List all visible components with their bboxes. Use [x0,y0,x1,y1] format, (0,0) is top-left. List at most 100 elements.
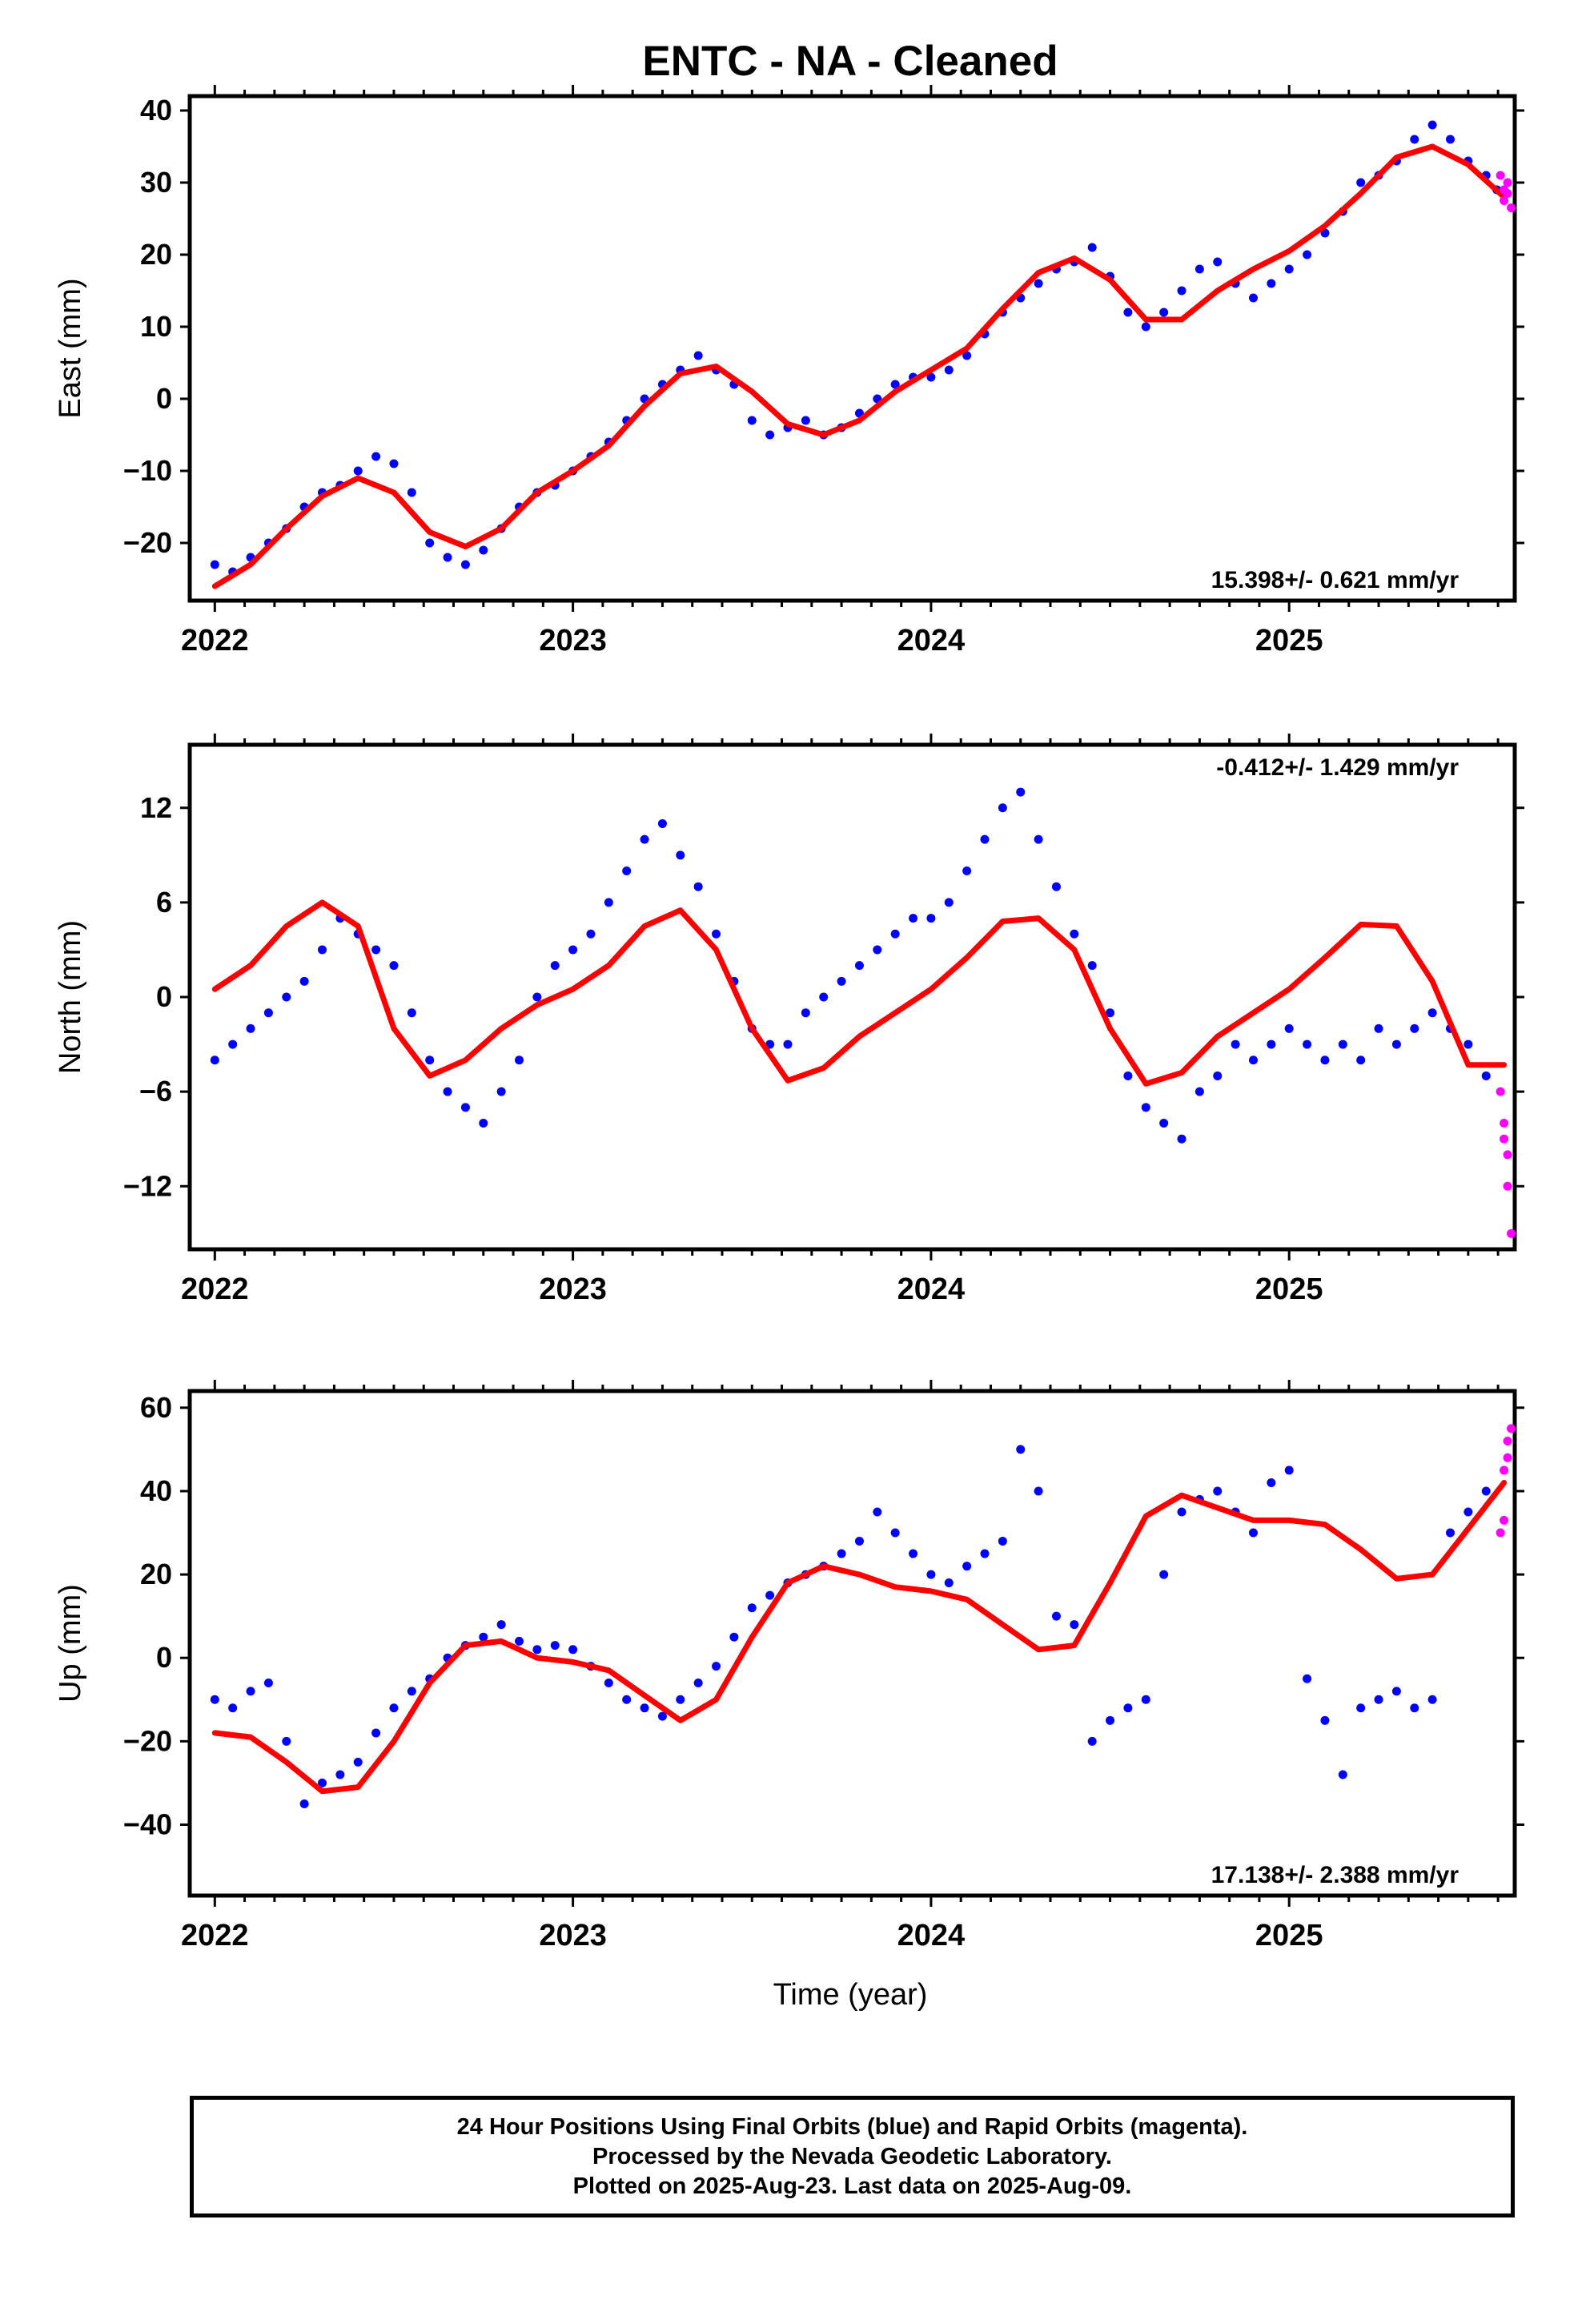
east-panel: −20 −10 0 10 20 30 40 2022 2023 2024 2025 East (mm)… [54,85,1524,657]
final-orbit-point [389,459,399,468]
final-orbit-point [1445,135,1455,144]
final-orbit-point [1320,228,1330,238]
final-orbit-point [1427,120,1437,130]
final-orbit-point [479,1632,488,1642]
final-orbit-point [854,1536,864,1546]
rapid-orbit-point [1503,178,1512,187]
final-orbit-point [515,1636,524,1646]
final-orbit-point [228,1703,238,1713]
rapid-orbit-point [1503,1453,1512,1462]
y-tick-label: 0 [156,1641,172,1674]
final-orbit-point [1034,1486,1043,1496]
y-tick-label: −12 [123,1169,172,1202]
final-orbit-point [389,1703,399,1713]
final-orbit-point [1051,1611,1061,1621]
final-orbit-point [890,929,900,939]
final-orbit-point [765,1590,775,1600]
final-orbit-point [1016,1445,1026,1454]
final-orbit-point [890,1528,900,1538]
final-orbit-point [407,1687,416,1696]
final-orbit-point [693,882,703,891]
final-orbit-point [962,866,972,875]
model-curve [211,899,1508,1087]
final-orbit-point [1087,961,1097,971]
final-orbit-point [854,961,864,971]
final-orbit-point [1356,178,1366,187]
final-orbit-point [729,1632,739,1642]
final-orbit-point [299,976,309,986]
final-orbit-point [353,1757,363,1767]
final-orbit-point [210,1055,219,1065]
y-axis-label: East (mm) [54,278,87,418]
final-orbit-point [1356,1055,1366,1065]
x-tick-label: 2024 [897,624,966,657]
final-orbit-point [568,945,578,955]
final-orbit-point [712,1662,721,1671]
y-tick-label: −40 [123,1807,172,1840]
final-orbit-point [246,1023,255,1033]
final-orbit-point [299,1799,309,1808]
final-orbit-point [1248,1528,1258,1538]
x-tick-label: 2023 [539,1919,607,1952]
rapid-orbit-point [1500,1134,1509,1144]
y-tick-label: 0 [156,980,172,1013]
x-tick-label: 2025 [1255,1919,1323,1952]
x-tick-label: 2025 [1255,624,1323,657]
y-tick-label: 20 [140,1558,172,1590]
final-orbit-point [496,1087,506,1096]
final-orbit-point [909,914,918,923]
final-orbit-point [1141,322,1150,332]
final-orbit-point [1177,1134,1186,1144]
final-orbit-point [1267,1039,1276,1049]
rate-annotation: 17.138+/- 2.388 mm/yr [1211,1862,1460,1888]
final-orbit-point [801,416,810,425]
x-tick-label: 2023 [539,1273,607,1306]
final-orbit-point [425,1055,435,1065]
final-orbit-point [622,866,632,875]
final-orbit-point [1123,308,1133,317]
y-tick-label: −20 [123,526,172,559]
final-orbit-point [443,1087,452,1096]
rate-annotation: -0.412+/- 1.429 mm/yr [1216,754,1459,781]
final-orbit-point [532,992,542,1002]
final-orbit-point [676,1695,685,1704]
final-orbit-point [1070,929,1079,939]
final-orbit-point [604,1678,613,1687]
final-orbit-point [1320,1715,1330,1725]
final-orbit-point [640,834,649,844]
final-orbit-point [1177,286,1186,296]
final-orbit-point [1410,1703,1419,1713]
final-orbit-point [1159,1570,1169,1579]
final-orbit-point [1464,1507,1473,1517]
final-orbit-point [1391,1039,1401,1049]
final-orbit-point [1141,1103,1150,1112]
final-orbit-point [1195,1087,1204,1096]
final-orbit-point [228,1039,238,1049]
final-orbit-point [1123,1703,1133,1713]
model-curve [211,1480,1508,1795]
final-orbit-point [1123,1071,1133,1080]
final-orbit-point [425,538,435,548]
rate-annotation: 15.398+/- 0.621 mm/yr [1211,567,1460,593]
final-orbit-point [496,1620,506,1630]
rapid-orbit-point [1503,1436,1512,1445]
final-orbit-point [1391,1687,1401,1696]
final-orbit-point [837,976,846,986]
y-axis-label: Up (mm) [54,1584,87,1703]
final-orbit-point [1267,1478,1276,1488]
x-tick-label: 2025 [1255,1273,1323,1306]
final-orbit-point [335,1770,345,1779]
final-orbit-point [747,1603,757,1613]
x-tick-label: 2022 [181,1273,249,1306]
y-tick-label: 30 [140,166,172,199]
final-orbit-point [1141,1695,1150,1704]
final-orbit-point [1034,279,1043,288]
plot-frame [187,94,1517,603]
final-orbit-point [263,1008,273,1018]
x-tick-label: 2024 [897,1919,966,1952]
final-orbit-point [210,1695,219,1704]
final-orbit-point [1051,882,1061,891]
final-orbit-point [1213,1486,1223,1496]
final-orbit-point [550,1641,560,1651]
